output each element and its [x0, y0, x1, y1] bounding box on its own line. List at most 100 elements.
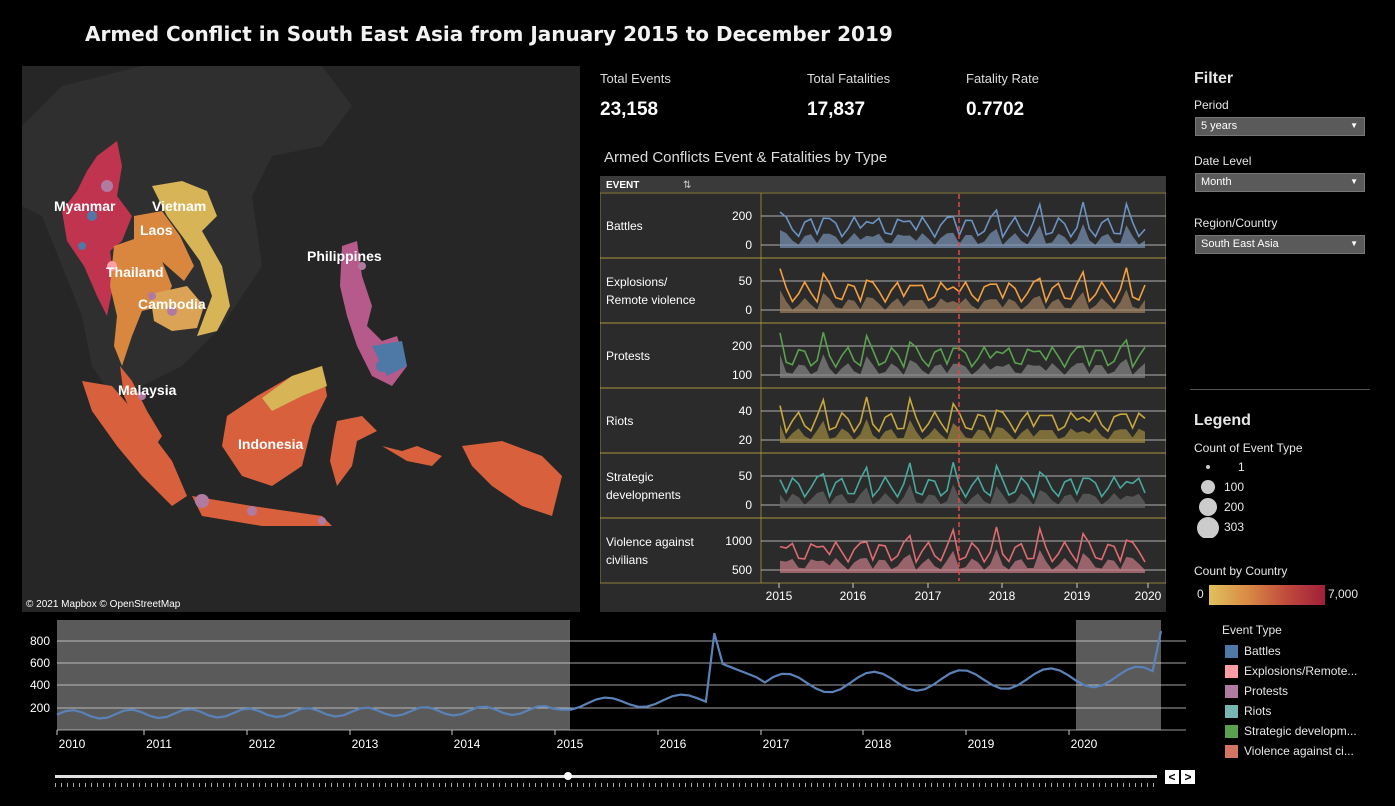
series-line: [779, 462, 1146, 500]
count-legend-label: Count of Event Type: [1194, 441, 1303, 455]
chevron-down-icon: ▼: [1350, 239, 1358, 248]
size-legend-200: 200: [1224, 500, 1245, 514]
timeline-slider-handle[interactable]: [564, 772, 572, 780]
timeline-x-tick: 2019: [968, 737, 995, 751]
series-line: [779, 395, 1146, 435]
prev-button[interactable]: <: [1165, 770, 1179, 784]
row-label: Protests: [606, 349, 650, 363]
timeline-canvas[interactable]: 800 600 400 200 2010 2011 2012 2013 2014 2015 2016…: [0, 612, 1200, 801]
series-area: [780, 484, 1145, 508]
country-color-ramp: [1209, 585, 1325, 605]
event-type-label: Riots: [1244, 704, 1272, 718]
row-label: Violence against: [606, 535, 695, 549]
event-type-label: Explosions/Remote...: [1244, 664, 1358, 678]
map-attribution: © 2021 Mapbox © OpenStreetMap: [26, 599, 181, 610]
x-tick-label: 2017: [915, 589, 942, 603]
kpi-total-fatalities-label: Total Fatalities: [807, 71, 891, 86]
row-label: Riots: [606, 414, 633, 428]
timeline-x-tick: 2011: [146, 737, 172, 751]
thailand-region: [110, 238, 172, 366]
size-legend: [1197, 465, 1219, 538]
row-tick: 1000: [725, 534, 752, 548]
malaysia-borneo-region: [262, 366, 327, 411]
timeline-x-tick: 2020: [1071, 737, 1098, 751]
row-label: Strategic: [606, 470, 653, 484]
next-button[interactable]: >: [1181, 770, 1195, 784]
country-legend-label: Count by Country: [1194, 564, 1288, 578]
timeline-x-tick: 2017: [763, 737, 790, 751]
sumatra-region: [82, 381, 187, 506]
dashboard-title: Armed Conflict in South East Asia from J…: [85, 22, 893, 46]
map-label-philippines: Philippines: [307, 248, 382, 264]
event-type-label: Protests: [1244, 684, 1289, 698]
timeline-x-tick: 2016: [660, 737, 687, 751]
row-label: civilians: [606, 553, 648, 567]
legend-swatch: [1225, 705, 1238, 718]
row-tick: 100: [732, 368, 752, 382]
timeline-x-tick: 2014: [454, 737, 481, 751]
row-tick: 50: [739, 274, 753, 288]
map-label-malaysia: Malaysia: [118, 382, 177, 398]
period-label: Period: [1194, 98, 1229, 112]
x-tick-label: 2015: [766, 589, 793, 603]
legend-swatch: [1225, 725, 1238, 738]
cambodia-region: [150, 286, 204, 331]
legend-swatch: [1225, 645, 1238, 658]
timeline-x-tick: 2013: [352, 737, 379, 751]
kpi-total-events-label: Total Events: [600, 71, 671, 86]
legend-swatch: [1225, 685, 1238, 698]
size-legend-303: 303: [1224, 520, 1245, 534]
myanmar-region: [62, 141, 132, 316]
series-line: [779, 267, 1146, 304]
java-region: [192, 496, 332, 526]
legend-swatch: [1225, 665, 1238, 678]
date-level-dropdown[interactable]: Month ▼: [1195, 173, 1365, 192]
timeline-y-tick: 200: [30, 701, 50, 715]
map-label-thailand: Thailand: [106, 264, 164, 280]
event-type-label: Violence against ci...: [1244, 744, 1354, 758]
row-label: Remote violence: [606, 293, 696, 307]
event-type-label: Strategic developm...: [1244, 724, 1357, 738]
date-level-label: Date Level: [1194, 154, 1252, 168]
islands-region: [382, 446, 442, 466]
row-label: Explosions/: [606, 275, 668, 289]
x-tick-label: 2018: [989, 589, 1016, 603]
event-type-heading: Event Type: [1222, 623, 1282, 637]
kpi-total-events-value: 23,158: [600, 99, 659, 120]
sort-icon[interactable]: ⇅: [683, 180, 691, 191]
slider-ticks: [55, 783, 1157, 787]
timeline-x-tick: 2015: [557, 737, 584, 751]
timeline-slider-track[interactable]: [55, 775, 1157, 778]
x-tick-label: 2020: [1135, 589, 1162, 603]
conflict-map[interactable]: Myanmar Vietnam Laos Thailand Cambodia P…: [22, 66, 580, 612]
row-tick: 500: [732, 563, 752, 577]
map-label-laos: Laos: [140, 222, 173, 238]
map-label-myanmar: Myanmar: [54, 198, 116, 214]
kpi-fatality-rate-label: Fatality Rate: [966, 71, 1039, 86]
series-area: [780, 289, 1145, 313]
kpi-fatality-rate-value: 0.7702: [966, 99, 1025, 120]
map-canvas[interactable]: Myanmar Vietnam Laos Thailand Cambodia P…: [22, 66, 580, 612]
series-area: [780, 354, 1145, 378]
chevron-down-icon: ▼: [1350, 121, 1358, 130]
row-tick: 0: [745, 303, 752, 317]
row-tick: 200: [732, 209, 752, 223]
country-legend-max: 7,000: [1328, 587, 1359, 601]
row-tick: 50: [739, 469, 753, 483]
laos-region: [134, 211, 194, 281]
unselected-range-left: [57, 620, 570, 730]
series-area: [780, 419, 1145, 443]
timeline-y-tick: 800: [30, 634, 50, 648]
timeline-chart[interactable]: 800 600 400 200 2010 2011 2012 2013 2014 2015 2016…: [0, 612, 1200, 801]
row-tick: 200: [732, 339, 752, 353]
map-label-cambodia: Cambodia: [138, 296, 206, 312]
timeline-x-tick: 2010: [59, 737, 86, 751]
row-label: developments: [606, 488, 681, 502]
map-label-indonesia: Indonesia: [238, 436, 304, 452]
region-dropdown[interactable]: South East Asia ▼: [1195, 235, 1365, 254]
type-chart[interactable]: EVENT ⇅ Battles 200 0 Explosions/Remote vio…: [599, 176, 1167, 612]
period-dropdown[interactable]: 5 years ▼: [1195, 117, 1365, 136]
timeline-y-tick: 600: [30, 656, 50, 670]
timeline-series-line: [56, 630, 1163, 720]
